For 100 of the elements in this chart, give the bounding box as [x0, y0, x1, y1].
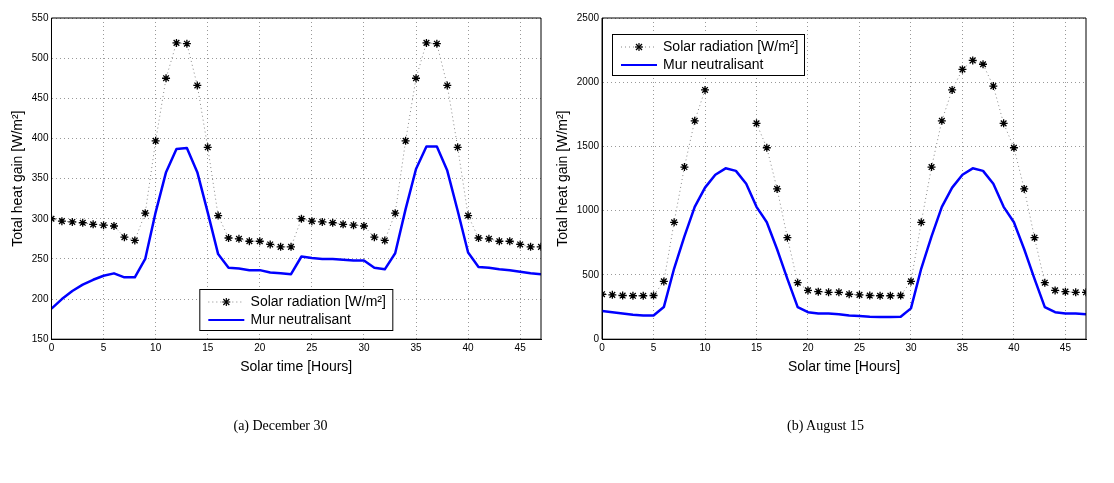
point	[628, 291, 638, 301]
point	[203, 142, 213, 152]
point	[317, 217, 327, 227]
x-tick-label: 40	[1008, 341, 1020, 353]
y-tick-label: 550	[31, 11, 49, 23]
point	[1071, 287, 1081, 297]
point	[453, 142, 463, 152]
point	[192, 80, 202, 91]
point	[1050, 285, 1060, 296]
point	[265, 239, 275, 250]
point	[57, 216, 67, 226]
y-axis-title: Total heat gain [W/m²]	[9, 110, 26, 247]
x-tick-label: 15	[750, 341, 763, 353]
point	[947, 85, 957, 95]
point	[359, 221, 369, 231]
point	[275, 242, 286, 252]
point	[161, 73, 171, 83]
x-tick-label: 25	[853, 341, 866, 353]
point	[213, 210, 223, 221]
point	[525, 242, 536, 252]
y-tick-label: 300	[31, 212, 49, 224]
point	[67, 217, 77, 227]
point	[130, 235, 140, 246]
point	[78, 218, 88, 228]
y-tick-label: 150	[31, 332, 49, 344]
y-tick-label: 2000	[576, 75, 600, 87]
y-tick-label: 250	[31, 252, 49, 264]
point	[690, 116, 700, 126]
y-tick-label: 500	[582, 268, 600, 280]
point	[906, 276, 916, 287]
point	[182, 39, 192, 49]
y-tick-label: 1000	[576, 204, 600, 216]
point	[109, 221, 119, 231]
point	[140, 208, 150, 218]
x-tick-label: 10	[150, 341, 162, 353]
point	[854, 290, 865, 300]
point	[494, 236, 504, 246]
point	[328, 218, 338, 228]
point	[762, 143, 772, 153]
point	[1029, 233, 1040, 243]
point	[484, 234, 494, 244]
point	[700, 85, 710, 95]
point	[463, 210, 473, 221]
point	[1060, 287, 1071, 297]
point	[338, 219, 348, 230]
point	[150, 136, 161, 146]
legend-label: Solar radiation [W/m²]	[663, 38, 799, 54]
point	[1019, 184, 1029, 194]
x-tick-label: 45	[1059, 341, 1072, 353]
point	[813, 287, 823, 297]
text: (b) August 15	[786, 418, 865, 434]
x-tick-label: 15	[202, 341, 214, 353]
y-tick-label: 350	[31, 172, 49, 184]
x-tick-label: 30	[358, 341, 370, 353]
y-tick-label: 450	[31, 92, 49, 104]
point	[390, 208, 400, 218]
point	[998, 118, 1009, 128]
point	[348, 220, 359, 230]
y-tick-label: 500	[31, 51, 49, 63]
point	[844, 289, 854, 299]
x-tick-label: 20	[254, 341, 266, 353]
point	[1040, 278, 1050, 288]
text: (a) December 30	[232, 418, 329, 434]
point	[411, 73, 421, 83]
point	[638, 291, 648, 301]
y-tick-label: 1500	[576, 140, 600, 152]
x-axis-title: Solar time [Hours]	[788, 358, 901, 375]
x-axis-title: Solar time [Hours]	[240, 358, 353, 375]
point	[400, 136, 411, 146]
point	[617, 290, 628, 301]
point	[988, 81, 998, 91]
point	[885, 291, 896, 301]
point	[380, 235, 390, 246]
point	[957, 64, 968, 75]
point	[255, 236, 265, 246]
legend-label: Mur neutralisant	[663, 56, 764, 72]
point	[772, 184, 782, 194]
legend-label: Mur neutralisant	[250, 311, 351, 328]
point	[968, 55, 978, 66]
point	[234, 234, 244, 244]
x-tick-label: 35	[956, 341, 969, 353]
point	[823, 287, 834, 297]
y-tick-label: 400	[31, 132, 49, 144]
point	[286, 242, 296, 252]
point	[119, 232, 130, 242]
point	[607, 290, 617, 300]
y-tick-label: 0	[593, 332, 600, 344]
x-tick-label: 10	[699, 341, 712, 353]
point	[473, 233, 484, 243]
x-tick-label: 5	[650, 341, 657, 353]
point	[505, 236, 515, 246]
x-tick-label: 20	[802, 341, 814, 353]
point	[515, 239, 525, 250]
point	[648, 290, 659, 301]
point	[782, 233, 793, 243]
x-tick-label: 5	[100, 341, 107, 353]
point	[307, 216, 317, 226]
point	[88, 219, 98, 230]
x-tick-label: 45	[514, 341, 527, 353]
point	[669, 217, 679, 227]
